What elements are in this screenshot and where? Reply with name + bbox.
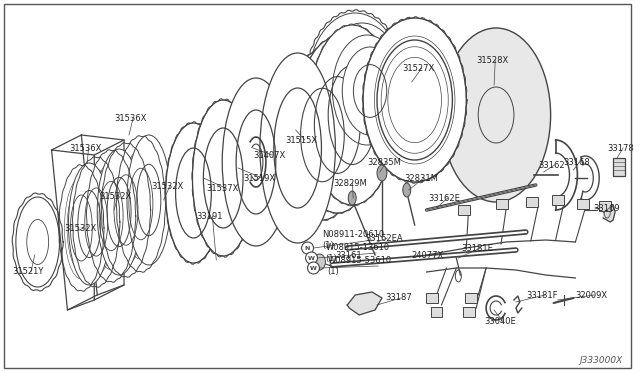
Text: 32829M: 32829M [333, 179, 367, 187]
Text: N: N [305, 246, 310, 250]
Text: 33181E: 33181E [461, 244, 493, 253]
Ellipse shape [308, 13, 403, 157]
Ellipse shape [283, 50, 362, 220]
Text: W08915-13610
(1): W08915-13610 (1) [325, 243, 390, 263]
Circle shape [308, 262, 319, 274]
Text: 33187: 33187 [385, 294, 412, 302]
Ellipse shape [68, 163, 110, 285]
Text: 31528X: 31528X [476, 55, 508, 64]
Bar [577, 199, 589, 209]
Text: 31515X: 31515X [285, 135, 318, 144]
Text: 32835M: 32835M [367, 157, 401, 167]
Ellipse shape [260, 53, 335, 243]
Text: 31532X: 31532X [151, 182, 183, 190]
Bar [463, 307, 476, 317]
Text: 33161: 33161 [335, 250, 362, 260]
Text: 31519X: 31519X [243, 173, 275, 183]
Ellipse shape [97, 149, 141, 275]
Ellipse shape [127, 135, 171, 265]
Text: 32831M: 32831M [404, 173, 438, 183]
Ellipse shape [308, 25, 396, 205]
Circle shape [305, 252, 317, 264]
Text: 32009X: 32009X [575, 291, 607, 299]
Ellipse shape [342, 47, 398, 135]
Ellipse shape [222, 78, 290, 246]
Text: 33162EA: 33162EA [365, 234, 403, 243]
Polygon shape [348, 292, 382, 315]
Bar [613, 158, 625, 176]
Ellipse shape [348, 191, 356, 205]
Text: 33162E: 33162E [429, 193, 460, 202]
Ellipse shape [321, 23, 404, 153]
Text: 31536X: 31536X [114, 113, 147, 122]
Bar [599, 201, 611, 211]
Text: 33191: 33191 [196, 212, 223, 221]
Text: W: W [310, 266, 317, 270]
Text: W: W [308, 256, 315, 260]
Text: 31536X: 31536X [70, 144, 102, 153]
Bar [426, 293, 438, 303]
Ellipse shape [193, 100, 254, 256]
Text: 33168: 33168 [563, 157, 590, 167]
Bar [465, 293, 477, 303]
Ellipse shape [403, 183, 411, 197]
Polygon shape [604, 205, 615, 222]
Text: 33169: 33169 [593, 203, 620, 212]
Text: W08915-53610
(1): W08915-53610 (1) [328, 256, 392, 276]
Bar [458, 205, 470, 215]
Bar [496, 199, 508, 209]
Ellipse shape [314, 254, 325, 270]
Text: N08911-20610
(1): N08911-20610 (1) [323, 230, 385, 250]
Bar [526, 197, 538, 207]
Text: 31532X: 31532X [99, 192, 131, 201]
Text: J333000X: J333000X [580, 356, 623, 365]
Ellipse shape [363, 18, 467, 182]
Text: 33040E: 33040E [484, 317, 516, 327]
Text: 31537X: 31537X [206, 183, 239, 192]
Text: 31527X: 31527X [403, 64, 435, 73]
Text: 33181F: 33181F [526, 291, 557, 299]
Text: 31521Y: 31521Y [12, 267, 44, 276]
Text: 33162: 33162 [539, 160, 565, 170]
Ellipse shape [296, 37, 379, 213]
Ellipse shape [442, 28, 550, 202]
Ellipse shape [166, 123, 221, 263]
Ellipse shape [377, 165, 387, 181]
Bar [552, 195, 563, 205]
Text: 31407X: 31407X [253, 151, 285, 160]
Text: 33178: 33178 [607, 144, 634, 153]
Ellipse shape [332, 35, 402, 145]
Text: 24077X: 24077X [412, 250, 444, 260]
Text: 31532X: 31532X [65, 224, 97, 232]
Bar [431, 307, 442, 317]
Circle shape [301, 242, 314, 254]
